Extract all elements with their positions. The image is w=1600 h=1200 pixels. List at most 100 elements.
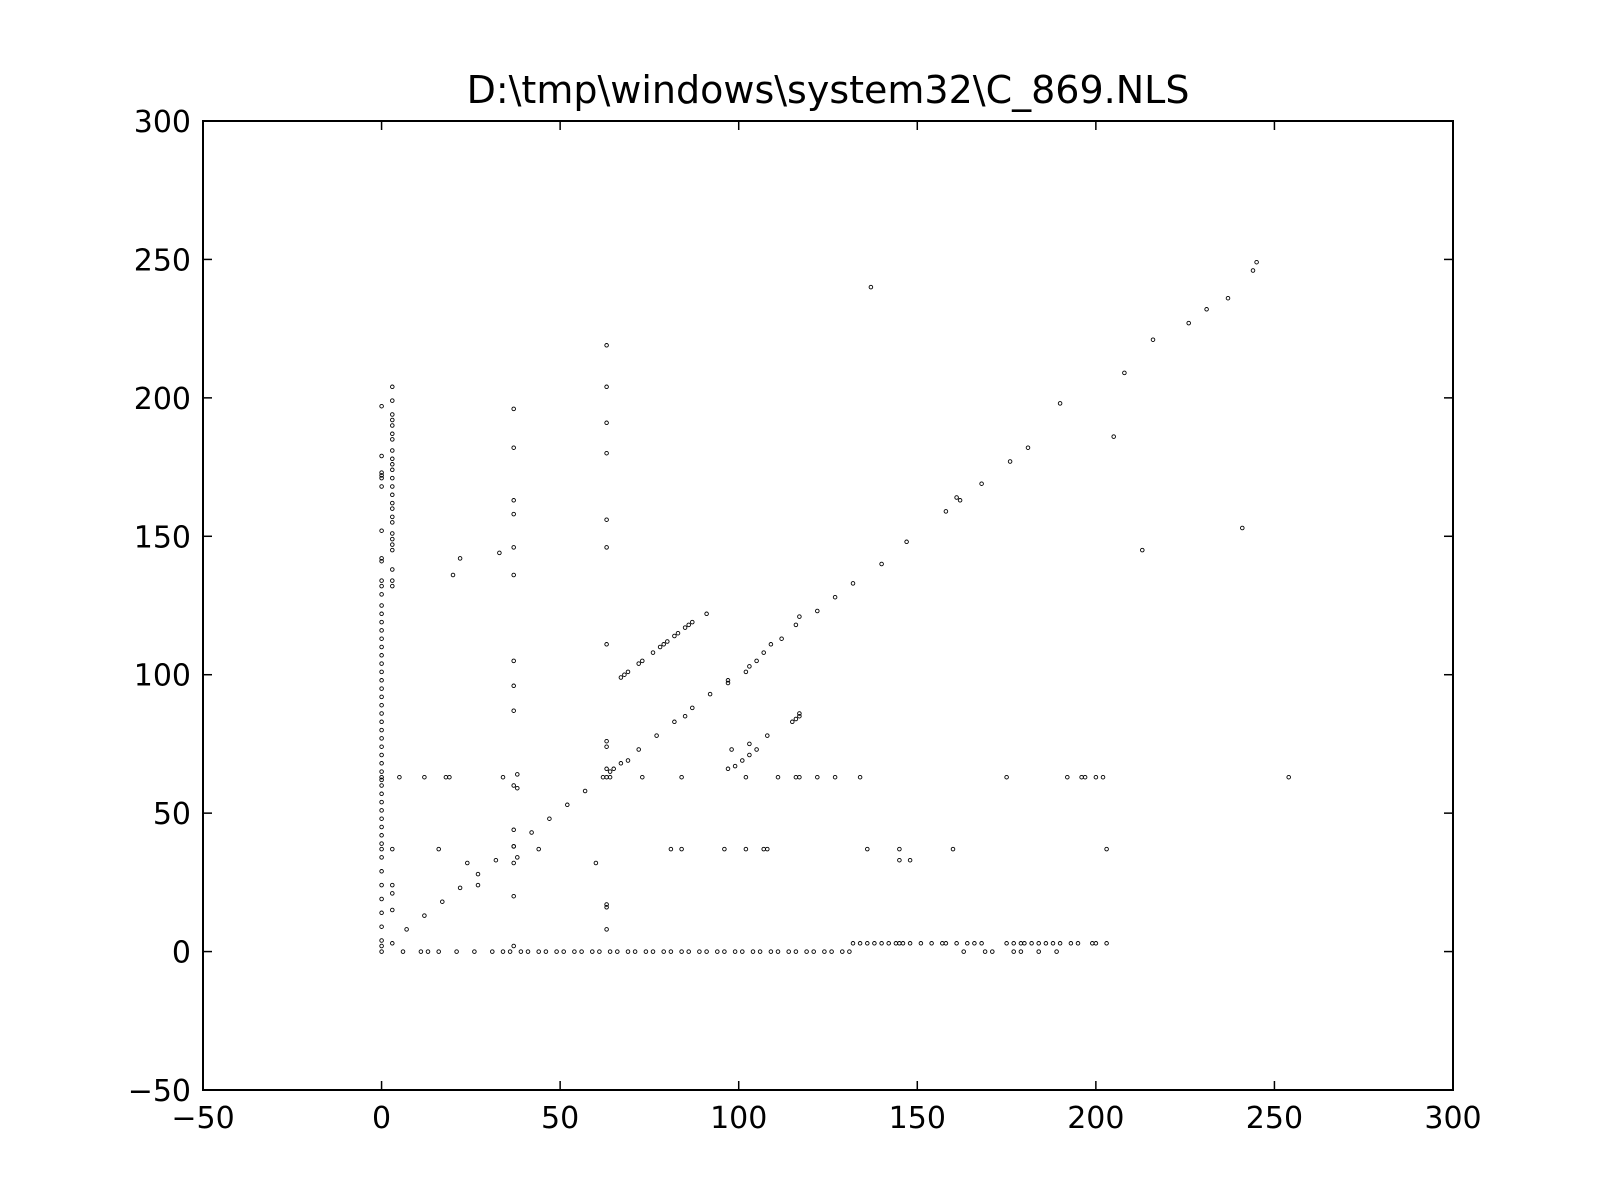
data-point	[379, 694, 384, 700]
data-point	[747, 741, 752, 747]
data-point	[940, 941, 945, 946]
data-point	[604, 642, 609, 647]
data-point	[865, 846, 870, 852]
data-point	[390, 398, 395, 403]
data-point	[1111, 434, 1116, 439]
data-point	[511, 683, 516, 689]
data-point	[1093, 941, 1099, 946]
data-point	[900, 941, 906, 946]
data-point	[618, 761, 624, 766]
data-point	[379, 484, 384, 489]
data-point	[379, 636, 384, 641]
data-point	[636, 661, 641, 666]
data-point	[511, 658, 516, 664]
data-point	[379, 453, 384, 459]
data-point	[775, 774, 781, 780]
data-point	[1082, 774, 1088, 780]
data-point	[732, 763, 738, 769]
data-point	[607, 769, 613, 774]
data-point	[750, 949, 756, 954]
data-point	[979, 941, 984, 946]
data-point	[379, 644, 384, 650]
data-point	[754, 658, 759, 664]
data-point	[761, 650, 766, 655]
data-point	[804, 949, 809, 954]
data-point	[390, 484, 395, 489]
data-point	[607, 774, 613, 780]
data-point	[379, 727, 384, 733]
data-point	[525, 949, 531, 954]
data-point	[561, 949, 566, 954]
data-point	[422, 774, 427, 780]
data-point	[725, 678, 731, 683]
data-point	[390, 412, 395, 417]
data-point	[475, 871, 481, 877]
data-point	[590, 949, 595, 954]
data-point	[1011, 941, 1016, 946]
data-point	[379, 702, 384, 708]
data-point	[379, 719, 384, 725]
data-point	[1093, 774, 1099, 780]
data-point	[518, 949, 524, 954]
data-point	[379, 846, 384, 852]
data-point	[625, 669, 631, 675]
data-point	[979, 481, 984, 486]
data-point	[400, 949, 406, 954]
data-point	[579, 949, 584, 954]
data-point	[572, 949, 577, 954]
data-point	[793, 716, 799, 722]
data-point	[440, 899, 445, 904]
data-point	[661, 949, 666, 954]
data-point	[715, 949, 720, 954]
y-tick-label: 200	[134, 382, 191, 417]
data-point	[379, 473, 384, 478]
data-point	[454, 949, 459, 954]
data-point	[597, 949, 602, 954]
x-tick-label: 300	[1424, 1101, 1481, 1136]
data-point	[618, 675, 624, 680]
data-point	[604, 766, 609, 772]
data-point	[390, 467, 395, 473]
data-point	[1025, 445, 1031, 450]
data-point	[657, 644, 663, 650]
data-point	[1225, 295, 1231, 301]
data-point	[829, 949, 834, 954]
data-point	[675, 630, 681, 636]
data-point	[982, 949, 988, 954]
data-point	[511, 783, 516, 788]
data-point	[690, 705, 695, 711]
data-point	[379, 761, 384, 766]
data-point	[1122, 370, 1127, 376]
data-point	[811, 949, 816, 954]
data-point	[722, 846, 727, 852]
chart-title: D:\tmp\windows\system32\C_869.NLS	[466, 68, 1190, 112]
data-point	[379, 475, 384, 481]
y-tick-label: 250	[134, 243, 191, 278]
data-point	[604, 343, 609, 348]
data-point	[379, 686, 384, 691]
data-point	[379, 777, 384, 783]
y-tick-label: 0	[172, 936, 191, 971]
data-point	[379, 736, 384, 741]
data-point	[390, 500, 395, 506]
data-point	[1286, 774, 1291, 780]
data-point	[379, 855, 384, 860]
data-point	[379, 882, 384, 888]
data-point	[1004, 774, 1009, 780]
data-point	[1057, 401, 1063, 406]
data-point	[1186, 320, 1191, 326]
data-point	[379, 938, 384, 943]
data-point	[632, 949, 638, 954]
data-point	[390, 531, 395, 536]
data-point	[865, 941, 870, 946]
data-point	[457, 885, 463, 891]
data-point	[390, 475, 395, 481]
data-point	[379, 628, 384, 633]
data-point	[1054, 949, 1059, 954]
data-point	[418, 949, 424, 954]
data-point	[390, 536, 395, 542]
data-point	[390, 583, 395, 589]
data-point	[868, 284, 874, 290]
data-point	[747, 664, 752, 669]
x-tick-label: −50	[171, 1101, 234, 1136]
